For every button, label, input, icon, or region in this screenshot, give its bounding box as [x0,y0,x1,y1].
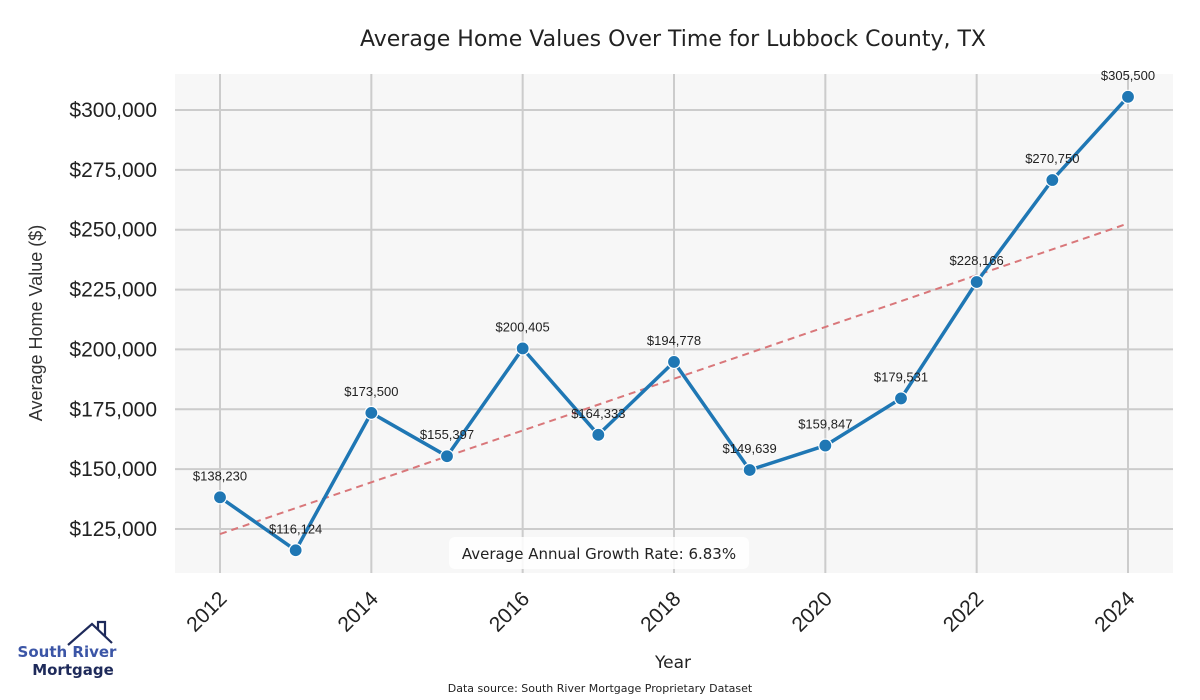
grid [175,74,1173,573]
logo-line1: South River [18,643,118,661]
x-tick-label: 2024 [1090,587,1140,637]
x-axis-ticks: 2012 2014 2016 2018 2020 2022 2024 [182,587,1140,637]
data-point [969,274,984,290]
data-label: $305,500 [1101,68,1155,83]
trend-line [219,222,1129,535]
x-axis-label: Year [654,653,691,673]
data-point [439,449,455,464]
data-point [818,438,833,453]
data-label: $159,847 [798,417,852,432]
data-point [1120,89,1136,104]
data-label: $116,124 [269,521,322,536]
data-point [212,490,228,505]
y-tick-label: $150,000 [69,458,157,481]
data-label: $228,166 [950,253,1004,268]
y-tick-label: $175,000 [69,398,157,421]
x-tick-label: 2012 [182,587,231,636]
data-point [591,427,606,442]
y-tick-label: $225,000 [69,279,157,302]
chart-title: Average Home Values Over Time for Lubboc… [360,27,986,52]
data-point [515,341,530,356]
house-roof-icon [67,620,113,646]
growth-rate-text: Average Annual Growth Rate: 6.83% [462,545,736,563]
y-tick-label: $250,000 [69,219,157,242]
data-label: $270,750 [1025,151,1079,166]
y-tick-label: $200,000 [69,338,157,361]
logo-line2: Mortgage [32,661,114,679]
data-point [742,462,757,478]
data-label: $179,531 [874,369,928,384]
data-point [666,354,682,370]
y-axis-ticks: $125,000 $150,000 $175,000 $200,000 $225,000… [69,99,157,541]
company-logo: South River Mortgage [18,620,118,679]
x-tick-label: 2018 [636,587,685,636]
data-point [288,543,303,558]
growth-rate-annotation: Average Annual Growth Rate: 6.83% [449,537,749,569]
data-label: $200,405 [496,319,550,334]
y-tick-label: $125,000 [69,518,157,541]
data-label: $164,333 [571,406,625,421]
data-point [1045,172,1060,188]
data-source: Data source: South River Mortgage Propri… [448,682,753,695]
x-tick-label: 2022 [939,587,988,636]
data-label: $173,500 [344,384,398,399]
data-label: $194,778 [647,333,701,348]
x-tick-label: 2016 [485,587,534,636]
y-axis-label: Average Home Value ($) [26,225,46,421]
trend-line-group [219,222,1129,535]
y-tick-label: $275,000 [69,159,157,182]
data-label: $138,230 [193,468,247,483]
data-point [893,391,909,406]
data-labels: $138,230 $116,124 $173,500 $155,397 $200,405… [193,68,1155,536]
x-tick-label: 2020 [788,587,837,636]
data-label: $155,397 [420,427,474,442]
data-point [364,405,379,420]
y-tick-label: $300,000 [69,99,157,122]
data-label: $149,639 [723,441,777,456]
data-points [212,89,1136,558]
x-tick-label: 2014 [334,587,384,637]
